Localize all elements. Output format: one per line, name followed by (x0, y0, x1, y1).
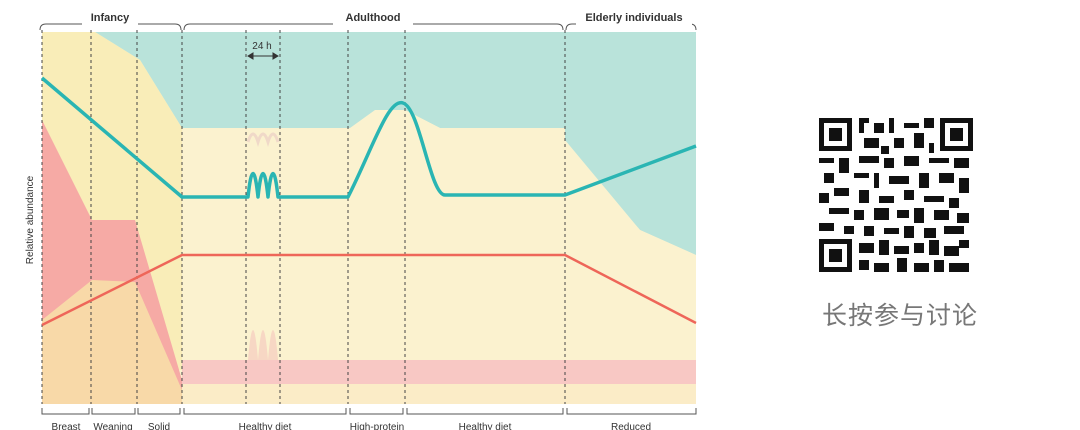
qr-code[interactable] (819, 118, 973, 272)
teal-abundance-line (40, 76, 697, 199)
stage-label-weaning: Weaning (93, 422, 132, 430)
red-abundance-line (41, 253, 697, 327)
stage-brackets (41, 408, 697, 415)
cream-bottom-strip (182, 384, 696, 404)
adulthood-label-bg (333, 10, 413, 26)
stage-label-reduced: Reduced (611, 422, 651, 430)
y-axis-label: Relative abundance (25, 175, 36, 264)
qr-caption: 长按参与讨论 (821, 301, 978, 330)
pink-lower-band (182, 360, 696, 384)
stage-label-high-protein: High-protein (350, 422, 404, 430)
faint-oscillation-top (246, 132, 280, 148)
phase-label-elderly: Elderly individuals (585, 12, 682, 24)
orange-infancy-band (42, 280, 182, 404)
teal-abundance-band-adult (95, 32, 696, 255)
phase-label-infancy: Infancy (91, 12, 130, 24)
faint-oscillation-bottom (248, 330, 278, 360)
qr-code-image[interactable] (819, 118, 973, 272)
period-arrow (247, 52, 279, 60)
elderly-label-bg (576, 10, 692, 26)
period-label: 24 h (252, 41, 271, 52)
stage-label-solid: Solid (148, 422, 170, 430)
stage-label-healthy-diet-2: Healthy diet (459, 422, 512, 430)
cream-abundance-band (182, 110, 696, 360)
stage-label-healthy-diet: Healthy diet (239, 422, 292, 430)
stage-label-breast: Breast (52, 422, 81, 430)
stage-separators (41, 30, 566, 404)
microbiome-lifespan-diagram: Infancy Adulthood Elderly individuals 24… (25, 10, 697, 430)
infancy-label-bg (82, 10, 138, 26)
phase-label-adulthood: Adulthood (346, 12, 401, 24)
